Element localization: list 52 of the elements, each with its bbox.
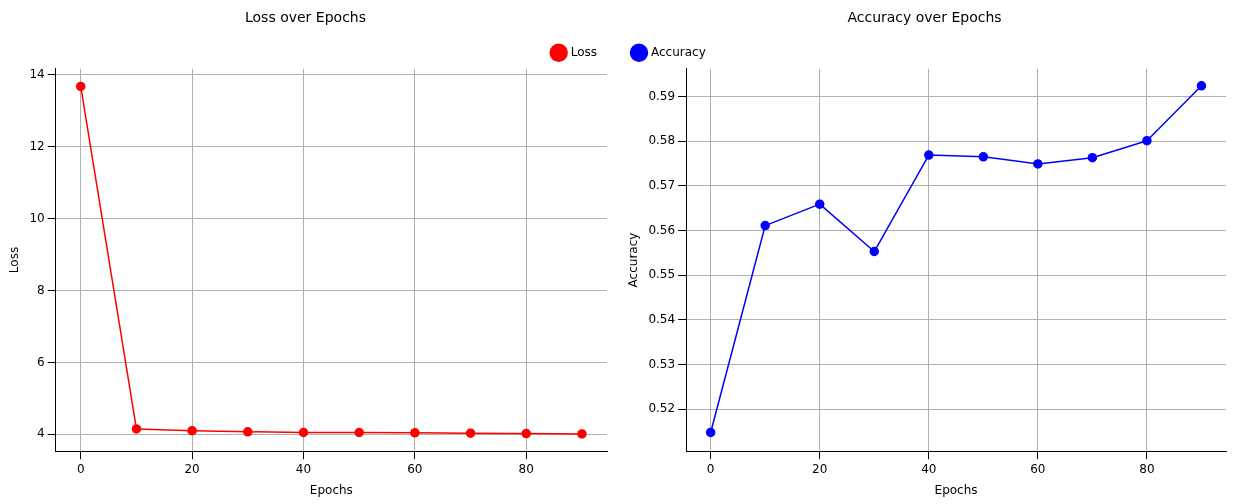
point [1196, 81, 1207, 91]
y-tick-label: 0.54 [648, 311, 676, 326]
y-axis-title: Accuracy [626, 232, 641, 288]
chart-title: Loss over Epochs [245, 9, 366, 26]
point [354, 427, 364, 438]
x-tick-label: 60 [407, 461, 423, 476]
point [978, 152, 989, 162]
x-tick-label: 80 [1139, 461, 1155, 476]
point [1142, 135, 1152, 146]
point [410, 428, 420, 438]
point [465, 428, 476, 438]
point [869, 246, 880, 257]
x-axis-title: Epochs [309, 482, 353, 497]
y-tick-label: 4 [37, 426, 45, 441]
y-tick-label: 0.58 [648, 133, 676, 148]
legend-label: Loss [570, 44, 598, 59]
x-tick-label: 60 [1030, 461, 1046, 476]
x-tick-label: 20 [184, 461, 200, 476]
x-tick-label: 0 [76, 461, 85, 476]
y-tick-label: 0.52 [648, 401, 676, 416]
y-tick-label: 0.56 [648, 222, 676, 237]
point [187, 425, 197, 436]
y-axis-title: Loss [7, 246, 22, 274]
legend-label: Accuracy [651, 44, 706, 59]
y-tick-label: 0.53 [648, 356, 676, 371]
x-tick-label: 20 [812, 461, 828, 476]
y-tick-label: 12 [29, 138, 45, 153]
y-tick-label: 10 [29, 210, 45, 225]
x-tick-label: 0 [706, 461, 715, 476]
y-tick-label: 6 [37, 354, 45, 369]
point [298, 427, 309, 438]
point [243, 427, 253, 437]
x-tick-label: 80 [518, 461, 534, 476]
point [521, 428, 531, 439]
y-tick-label: 0.57 [648, 177, 676, 192]
point [814, 199, 825, 209]
x-tick-label: 40 [295, 461, 312, 476]
y-tick-label: 0.59 [648, 88, 676, 103]
point [75, 81, 86, 92]
point [924, 150, 934, 160]
point [131, 424, 142, 434]
chart-title: Accuracy over Epochs [847, 9, 1002, 26]
point [1087, 152, 1098, 163]
y-tick-label: 0.55 [648, 267, 676, 282]
point [1033, 159, 1043, 169]
y-tick-label: 14 [29, 67, 45, 82]
y-tick-label: 8 [37, 282, 45, 297]
point [705, 427, 716, 438]
x-axis-title: Epochs [934, 482, 978, 497]
x-tick-label: 40 [921, 461, 937, 476]
point [760, 220, 770, 231]
point [577, 429, 587, 439]
